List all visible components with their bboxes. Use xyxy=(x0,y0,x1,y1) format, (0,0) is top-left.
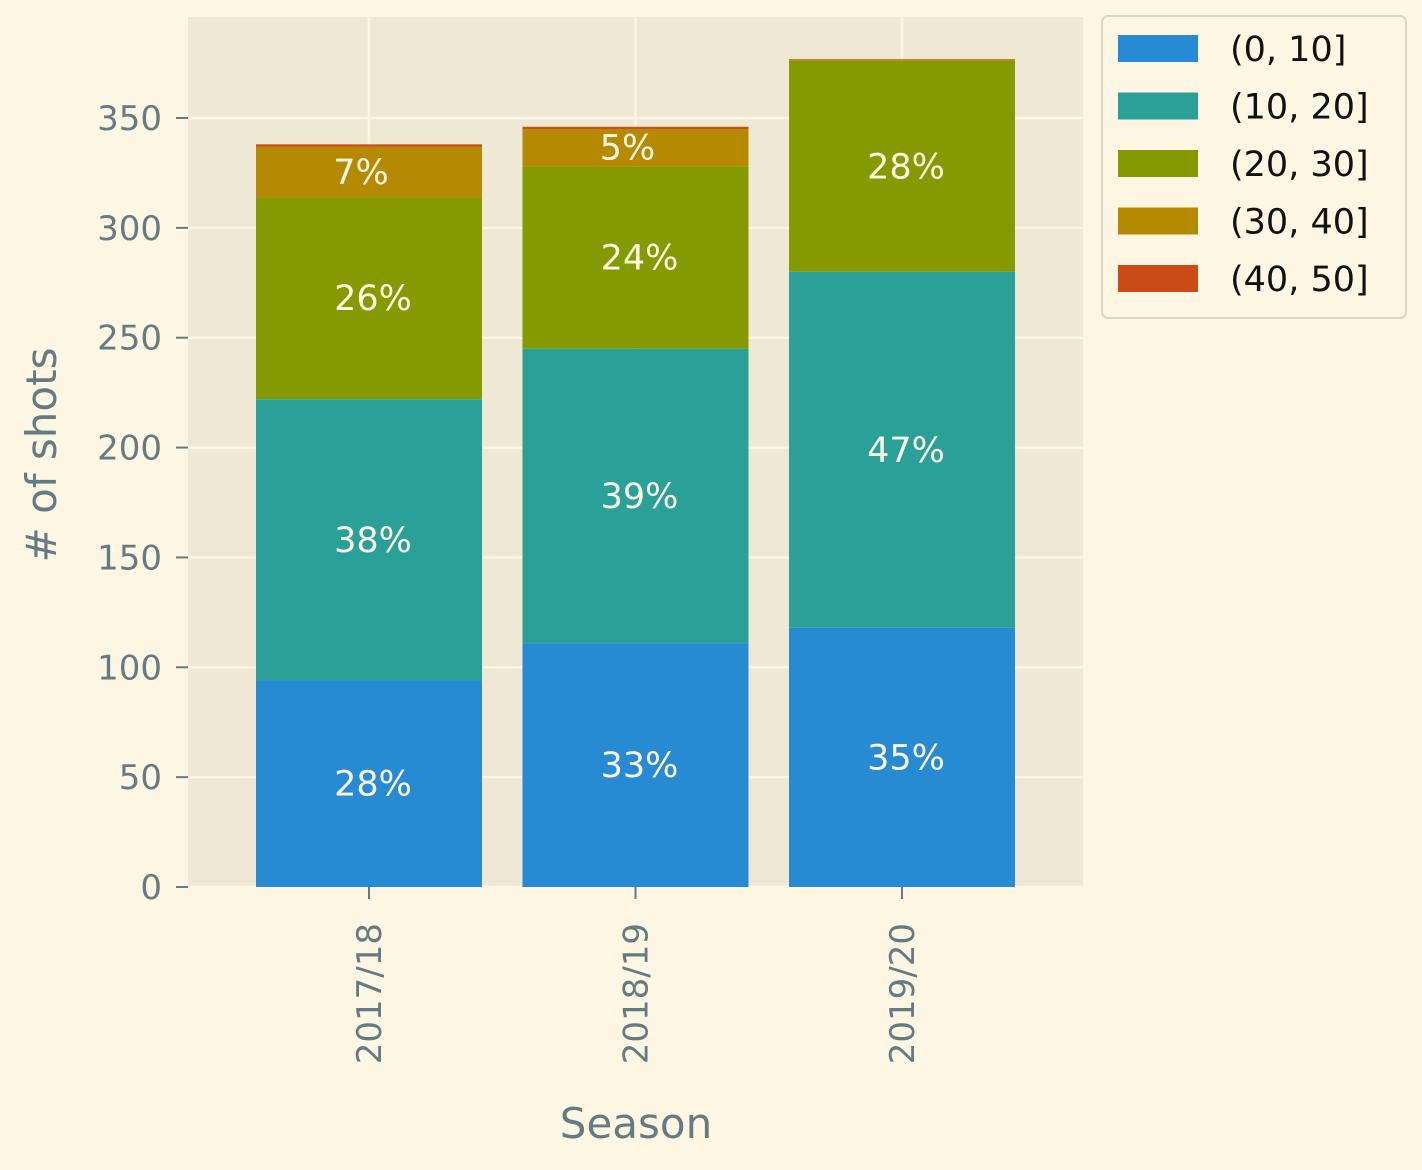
y-tick-label: 50 xyxy=(119,758,162,798)
legend-label: (20, 30] xyxy=(1230,145,1369,185)
legend-swatch xyxy=(1118,150,1198,177)
y-axis-label: # of shots xyxy=(17,348,66,563)
segment-label: 33% xyxy=(601,746,679,786)
bar-segment xyxy=(789,627,1015,887)
x-axis-label: Season xyxy=(560,1099,712,1148)
y-tick-label: 150 xyxy=(97,538,162,578)
segment-label: 38% xyxy=(334,521,412,561)
x-tick-label: 2018/19 xyxy=(617,923,657,1064)
legend-label: (10, 20] xyxy=(1230,88,1369,128)
segment-label: 35% xyxy=(867,738,945,778)
segment-label: 26% xyxy=(334,279,412,319)
legend-label: (30, 40] xyxy=(1230,203,1369,243)
y-tick-label: 200 xyxy=(97,429,162,469)
bar-segment xyxy=(256,680,482,887)
bar-segment xyxy=(256,399,482,681)
legend-swatch xyxy=(1118,207,1198,235)
y-tick-label: 250 xyxy=(97,319,162,359)
bar-segment xyxy=(522,166,749,349)
segment-label: 7% xyxy=(333,153,389,193)
bar-segment xyxy=(522,348,749,644)
y-tick-label: 0 xyxy=(140,868,162,908)
legend-label: (0, 10] xyxy=(1230,30,1346,70)
bar-segment xyxy=(522,643,749,887)
bar-segment xyxy=(256,146,482,198)
bar-segment xyxy=(789,59,1015,61)
segment-label: 24% xyxy=(601,239,679,279)
legend-swatch xyxy=(1118,92,1198,120)
legend: (0, 10] (10, 20] (20, 30] (30, 40] (40, 50] xyxy=(1101,15,1407,319)
segment-label: 5% xyxy=(600,129,656,169)
legend-swatch xyxy=(1118,265,1198,292)
segment-label: 47% xyxy=(867,431,945,471)
segment-label: 39% xyxy=(601,477,679,517)
bar-segment xyxy=(789,59,1015,60)
bar-segment xyxy=(789,60,1015,272)
y-tick-label: 300 xyxy=(97,209,162,249)
x-tick-label: 2019/20 xyxy=(883,923,923,1064)
segment-label: 28% xyxy=(867,147,945,187)
legend-label: (40, 50] xyxy=(1230,260,1369,300)
bar-segment xyxy=(256,144,482,147)
legend-swatch xyxy=(1118,35,1198,62)
bar-segment xyxy=(522,126,749,129)
y-tick-label: 350 xyxy=(97,99,162,139)
x-tick-label: 2017/18 xyxy=(350,923,390,1064)
bar-segment xyxy=(789,271,1015,628)
segment-label: 28% xyxy=(334,765,412,805)
y-tick-label: 100 xyxy=(97,648,162,688)
bar-segment xyxy=(256,197,482,400)
bar-segment xyxy=(522,128,749,167)
